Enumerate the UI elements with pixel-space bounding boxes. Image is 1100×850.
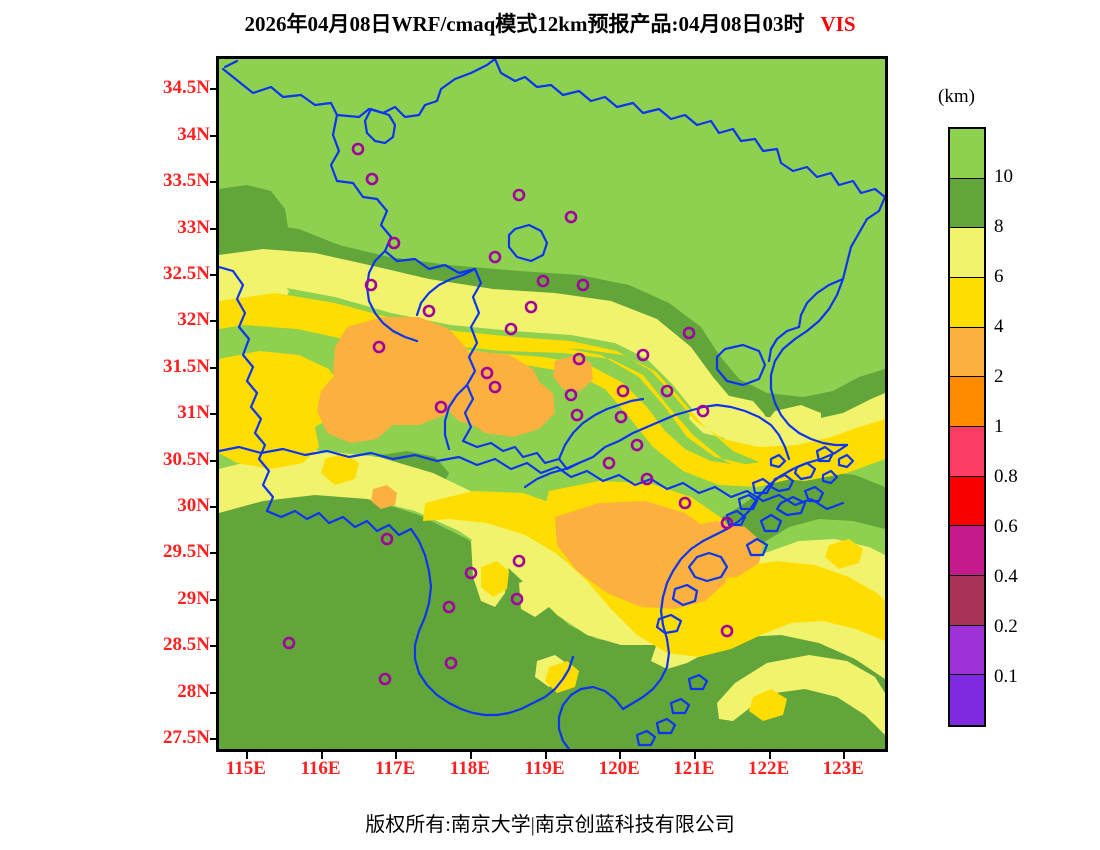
latitude-axis: 27.5N 28N 28.5N 29N 29.5N 30N 30.5N 31N 31.5N 32N… <box>130 56 210 752</box>
latitude-tick-label: 33.5N <box>163 170 210 192</box>
latitude-tick-label: 29N <box>177 587 210 609</box>
colorbar-band[interactable] <box>950 377 984 427</box>
latitude-tick-label: 34N <box>177 123 210 145</box>
latitude-tick-label: 27.5N <box>163 727 210 749</box>
longitude-tick-label: 120E <box>598 758 640 779</box>
latitude-tick-label: 31.5N <box>163 355 210 377</box>
latitude-tick-label: 34.5N <box>163 77 210 99</box>
latitude-tick-mark <box>210 459 217 462</box>
colorbar-band[interactable] <box>950 178 984 229</box>
station-markers <box>282 142 734 686</box>
page-title: 2026年04月08日WRF/cmaq模式12km预报产品:04月08日03时 V… <box>0 8 1100 38</box>
latitude-tick-mark <box>210 274 217 277</box>
longitude-tick-label: 123E <box>822 758 864 779</box>
longitude-tick-mark <box>395 752 398 759</box>
latitude-tick-mark <box>210 552 217 555</box>
longitude-tick-label: 121E <box>673 758 715 779</box>
colorbar-tick-label: 8 <box>994 216 1004 237</box>
colorbar-unit-label: (km) <box>938 86 975 107</box>
latitude-tick-mark <box>210 598 217 601</box>
latitude-tick-mark <box>210 134 217 137</box>
latitude-tick-mark <box>210 645 217 648</box>
latitude-tick-label: 32.5N <box>163 263 210 285</box>
latitude-tick-label: 31N <box>177 402 210 424</box>
longitude-tick-mark <box>768 752 771 759</box>
visibility-contour-field <box>219 59 885 749</box>
colorbar-tick-labels: 10 8 6 4 2 1 0.8 0.6 0.4 0.2 0.1 <box>994 127 1084 727</box>
colorbar-tick-label: 0.2 <box>994 616 1018 637</box>
latitude-tick-mark <box>210 366 217 369</box>
latitude-tick-mark <box>210 738 217 741</box>
colorbar-tick-label: 1 <box>994 416 1004 437</box>
longitude-tick-label: 118E <box>449 758 490 779</box>
latitude-tick-label: 30.5N <box>163 448 210 470</box>
colorbar-band[interactable] <box>950 228 984 278</box>
latitude-tick-label: 29.5N <box>163 541 210 563</box>
longitude-tick-mark <box>544 752 547 759</box>
colorbar-band[interactable] <box>950 675 984 725</box>
map-plot-area[interactable] <box>216 56 888 752</box>
colorbar-tick-label: 0.8 <box>994 466 1018 487</box>
colorbar[interactable] <box>948 127 986 727</box>
longitude-tick-label: 122E <box>747 758 790 779</box>
latitude-tick-mark <box>210 506 217 509</box>
colorbar-tick-label: 10 <box>994 166 1013 187</box>
colorbar-band[interactable] <box>950 575 984 626</box>
latitude-tick-mark <box>210 227 217 230</box>
colorbar-band[interactable] <box>950 476 984 527</box>
longitude-axis: 115E 116E 117E 118E 119E 120E 121E 122E 123E <box>0 758 1100 788</box>
colorbar-tick-label: 0.1 <box>994 666 1018 687</box>
variable-label: VIS <box>820 12 856 36</box>
longitude-tick-label: 116E <box>300 758 341 779</box>
colorbar-tick-label: 0.6 <box>994 516 1018 537</box>
latitude-tick-label: 28.5N <box>163 634 210 656</box>
title-text: 2026年04月08日WRF/cmaq模式12km预报产品:04月08日03时 <box>244 12 805 36</box>
longitude-tick-mark <box>843 752 846 759</box>
colorbar-tick-label: 6 <box>994 266 1004 287</box>
latitude-tick-mark <box>210 691 217 694</box>
longitude-tick-mark <box>619 752 622 759</box>
colorbar-band[interactable] <box>950 625 984 676</box>
latitude-tick-label: 33N <box>177 216 210 238</box>
latitude-tick-mark <box>210 181 217 184</box>
copyright-footer: 版权所有:南京大学|南京创蓝科技有限公司 <box>365 814 735 836</box>
colorbar-band[interactable] <box>950 327 984 378</box>
latitude-tick-mark <box>210 413 217 416</box>
longitude-tick-label: 115E <box>225 758 266 779</box>
longitude-tick-mark <box>469 752 472 759</box>
longitude-tick-label: 119E <box>524 758 565 779</box>
colorbar-band[interactable] <box>950 277 984 328</box>
latitude-tick-label: 30N <box>177 495 210 517</box>
colorbar-band[interactable] <box>950 526 984 576</box>
colorbar-tick-label: 4 <box>994 316 1004 337</box>
latitude-tick-label: 32N <box>177 309 210 331</box>
longitude-tick-label: 117E <box>375 758 416 779</box>
colorbar-tick-label: 2 <box>994 366 1004 387</box>
longitude-tick-mark <box>245 752 248 759</box>
colorbar-band[interactable] <box>950 129 984 179</box>
latitude-tick-label: 28N <box>177 680 210 702</box>
latitude-tick-mark <box>210 88 217 91</box>
latitude-tick-mark <box>210 320 217 323</box>
longitude-tick-mark <box>320 752 323 759</box>
longitude-tick-mark <box>693 752 696 759</box>
colorbar-tick-label: 0.4 <box>994 566 1018 587</box>
colorbar-band[interactable] <box>950 426 984 477</box>
